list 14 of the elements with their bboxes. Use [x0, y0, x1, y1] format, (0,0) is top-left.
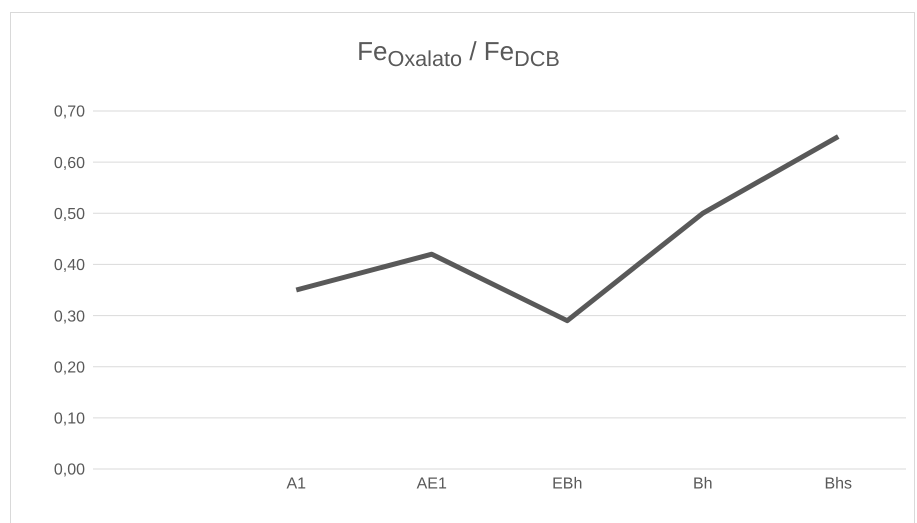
x-tick-label: Bhs: [824, 475, 852, 492]
y-tick-label: 0,00: [54, 462, 86, 479]
x-tick-label: AE1: [416, 475, 447, 492]
y-tick-label: 0,40: [54, 257, 86, 274]
chart-title: Fe$_{Oxalato}$ / Fe$_{DCB}$: [356, 36, 561, 72]
y-tick-label: 0,20: [54, 359, 86, 376]
y-tick-label: 0,10: [54, 410, 86, 428]
x-tick-label: EBh: [552, 475, 582, 492]
y-tick-label: 0,70: [54, 104, 86, 121]
y-tick-label: 0,50: [54, 206, 86, 223]
y-tick-label: 0,30: [54, 308, 86, 326]
x-tick-label: A1: [286, 475, 306, 492]
y-tick-label: 0,60: [54, 154, 86, 172]
x-tick-label: Bh: [692, 475, 713, 492]
